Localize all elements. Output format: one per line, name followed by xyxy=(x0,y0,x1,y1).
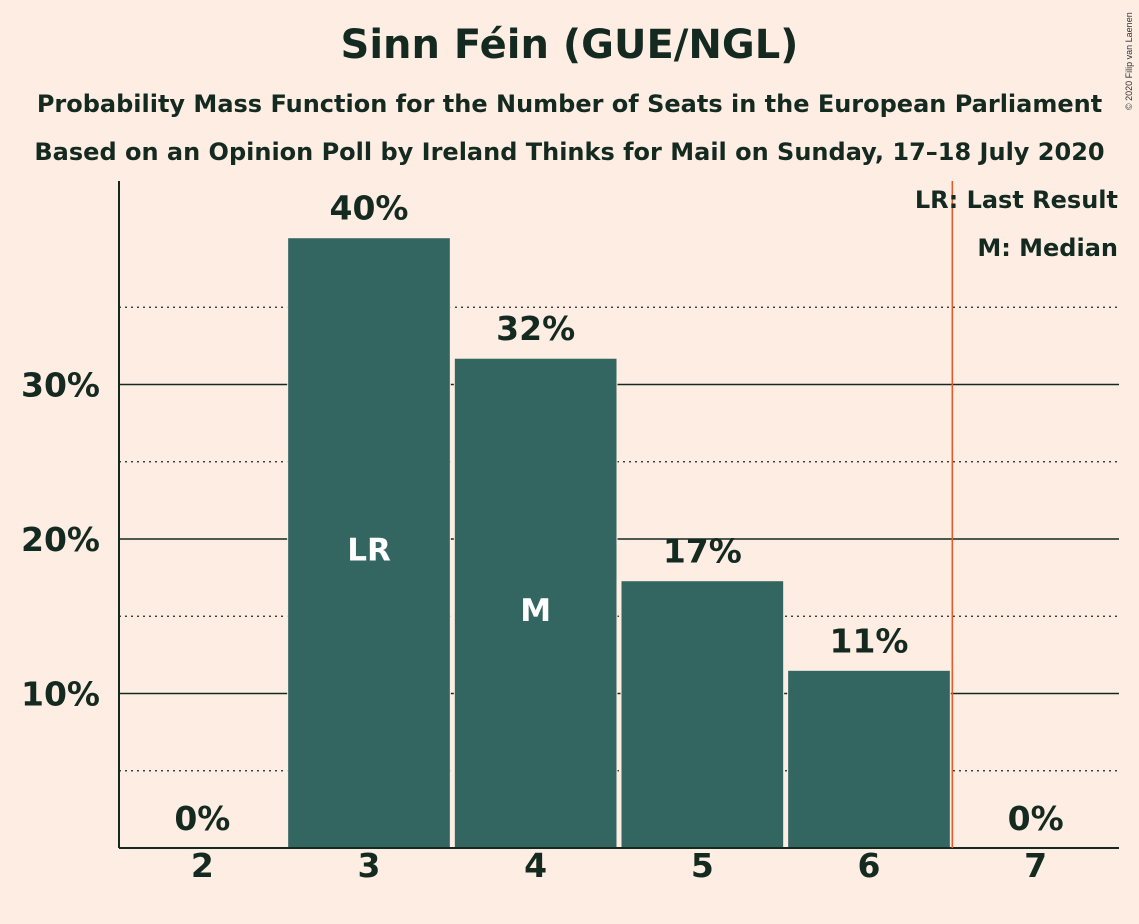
value-label-7: 0% xyxy=(1008,799,1064,838)
y-tick-label: 30% xyxy=(21,366,100,405)
y-tick-label: 10% xyxy=(21,675,100,714)
x-tick-label: 3 xyxy=(358,846,381,885)
value-label-2: 0% xyxy=(174,799,230,838)
bar-marker-lr: LR xyxy=(347,533,391,569)
bar-6 xyxy=(787,669,951,849)
bar-marker-m: M xyxy=(520,593,551,629)
bar-4 xyxy=(453,357,618,849)
value-label-3: 40% xyxy=(330,189,409,228)
chart-source-line: Based on an Opinion Poll by Ireland Thin… xyxy=(34,138,1105,166)
x-tick-label: 6 xyxy=(858,846,881,885)
x-tick-label: 5 xyxy=(691,846,714,885)
legend-median: M: Median xyxy=(977,234,1118,262)
legend-last-result: LR: Last Result xyxy=(914,186,1118,214)
x-tick-label: 4 xyxy=(524,846,547,885)
value-label-6: 11% xyxy=(830,621,909,660)
value-label-4: 32% xyxy=(496,309,575,348)
y-tick-label: 20% xyxy=(21,520,100,559)
x-tick-label: 2 xyxy=(191,846,214,885)
bar-3 xyxy=(287,237,451,849)
chart-title: Sinn Féin (GUE/NGL) xyxy=(340,22,799,68)
bar-5 xyxy=(620,580,785,849)
value-label-5: 17% xyxy=(663,532,742,571)
chart-subtitle: Probability Mass Function for the Number… xyxy=(36,90,1103,118)
x-tick-label: 7 xyxy=(1024,846,1047,885)
